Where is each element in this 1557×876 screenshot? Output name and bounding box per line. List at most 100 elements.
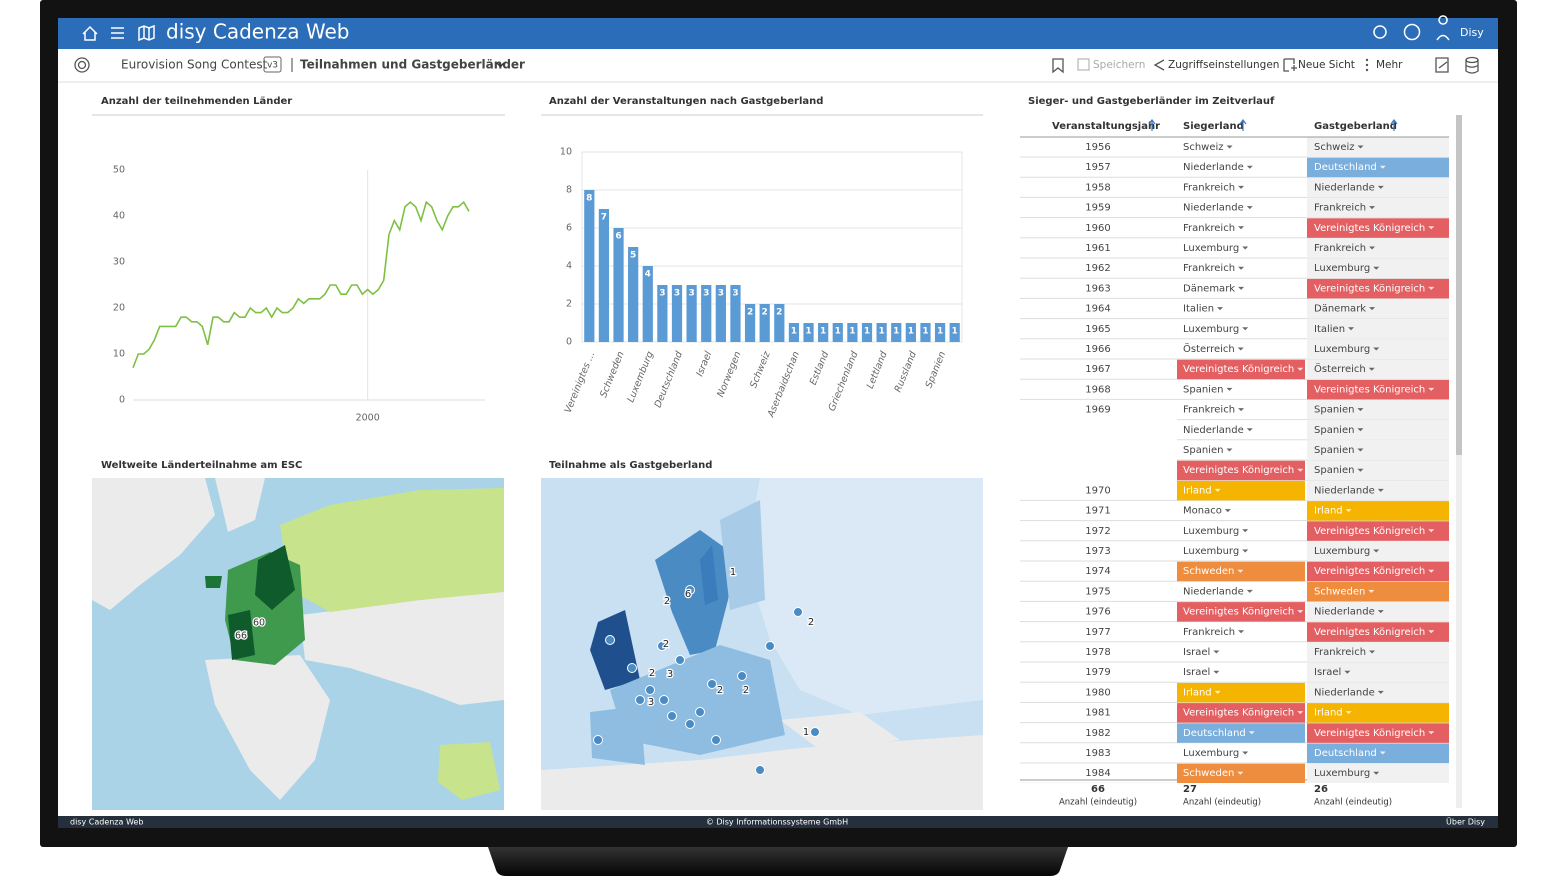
country-cell[interactable]: Vereinigtes Königreich	[1314, 627, 1425, 638]
country-cell[interactable]: Deutschland	[1314, 162, 1377, 173]
bar[interactable]	[803, 323, 814, 342]
column-header[interactable]: Siegerland	[1183, 121, 1244, 132]
bar[interactable]	[818, 323, 829, 342]
action-more[interactable]: Mehr	[1376, 59, 1403, 71]
country-cell[interactable]: Niederlande	[1314, 687, 1375, 698]
country-cell[interactable]: Schweden	[1183, 566, 1234, 577]
footer-left[interactable]: disy Cadenza Web	[70, 818, 143, 827]
dropdown-caret[interactable]	[1345, 711, 1352, 715]
bar[interactable]	[920, 323, 931, 342]
country-cell[interactable]: Vereinigtes Königreich	[1314, 566, 1425, 577]
bar[interactable]	[891, 323, 902, 342]
country-cell[interactable]: Frankreich	[1183, 223, 1235, 234]
dropdown-caret[interactable]	[1238, 630, 1245, 634]
dropdown-caret[interactable]	[1357, 428, 1364, 432]
country-cell[interactable]: Dänemark	[1314, 304, 1366, 315]
country-cell[interactable]: Luxemburg	[1183, 243, 1239, 254]
dropdown-caret[interactable]	[1237, 771, 1244, 775]
dropdown-caret[interactable]	[1213, 670, 1220, 674]
country-cell[interactable]: Luxemburg	[1314, 263, 1370, 274]
user-icon[interactable]	[1436, 15, 1450, 41]
country-cell[interactable]: Italien	[1314, 324, 1345, 335]
country-cell[interactable]: Deutschland	[1314, 748, 1377, 759]
country-cell[interactable]: Spanien	[1314, 465, 1354, 476]
dropdown-caret[interactable]	[1373, 549, 1380, 553]
column-header[interactable]: Gastgeberland	[1314, 121, 1397, 132]
user-name[interactable]: Disy	[1460, 26, 1484, 39]
dropdown-caret[interactable]	[1368, 589, 1375, 593]
country-cell[interactable]: Vereinigtes Königreich	[1183, 607, 1294, 618]
dropdown-caret[interactable]	[1297, 711, 1304, 715]
country-cell[interactable]: Spanien	[1314, 405, 1354, 416]
dropdown-caret[interactable]	[1379, 751, 1386, 755]
sort-icon[interactable]	[1148, 119, 1156, 131]
country-cell[interactable]: Luxemburg	[1314, 546, 1370, 557]
dropdown-caret[interactable]	[1224, 509, 1231, 513]
dropdown-caret[interactable]	[1357, 408, 1364, 412]
country-cell[interactable]: Italien	[1183, 304, 1214, 315]
bar[interactable]	[628, 247, 639, 342]
dropdown-caret[interactable]	[1428, 226, 1435, 230]
country-cell[interactable]: Niederlande	[1183, 586, 1244, 597]
dropdown-caret[interactable]	[1246, 589, 1253, 593]
dropdown-caret[interactable]	[1428, 529, 1435, 533]
bar[interactable]	[598, 209, 610, 342]
bar[interactable]	[715, 285, 726, 342]
scroll-thumb[interactable]	[1456, 115, 1462, 455]
dropdown-caret[interactable]	[1377, 185, 1384, 189]
dropdown-caret[interactable]	[1377, 488, 1384, 492]
dropdown-caret[interactable]	[1238, 266, 1245, 270]
dropdown-caret[interactable]	[1214, 488, 1221, 492]
dropdown-caret[interactable]	[1348, 327, 1355, 331]
dropdown-caret[interactable]	[1246, 165, 1253, 169]
country-cell[interactable]: Schweden	[1183, 768, 1234, 779]
country-cell[interactable]: Israel	[1183, 667, 1210, 678]
action-new-view[interactable]: Neue Sicht	[1298, 59, 1355, 71]
dropdown-caret[interactable]	[1357, 145, 1364, 149]
sort-icon[interactable]	[1390, 119, 1398, 131]
bar[interactable]	[613, 228, 624, 342]
bar[interactable]	[847, 323, 858, 342]
bar[interactable]	[657, 285, 668, 342]
country-cell[interactable]: Monaco	[1183, 506, 1222, 517]
country-cell[interactable]: Frankreich	[1183, 627, 1235, 638]
dropdown-caret[interactable]	[1428, 387, 1435, 391]
dropdown-caret[interactable]	[1297, 367, 1304, 371]
edit-icon[interactable]	[1435, 57, 1449, 73]
country-cell[interactable]: Spanien	[1314, 425, 1354, 436]
dropdown-caret[interactable]	[1238, 185, 1245, 189]
country-cell[interactable]: Spanien	[1314, 445, 1354, 456]
dropdown-caret[interactable]	[1226, 448, 1233, 452]
home-icon[interactable]	[82, 25, 98, 41]
dropdown-caret[interactable]	[1368, 367, 1375, 371]
dropdown-caret[interactable]	[1373, 347, 1380, 351]
new-view-icon[interactable]	[1283, 58, 1297, 72]
bar[interactable]	[759, 304, 770, 342]
country-cell[interactable]: Niederlande	[1183, 162, 1244, 173]
dropdown-caret[interactable]	[1428, 630, 1435, 634]
country-cell[interactable]: Schweden	[1314, 586, 1365, 597]
dropdown-caret[interactable]	[1345, 509, 1352, 513]
map-icon[interactable]	[138, 24, 155, 42]
menu-icon[interactable]	[111, 27, 124, 39]
country-cell[interactable]: Luxemburg	[1183, 748, 1239, 759]
share-icon[interactable]	[1153, 59, 1165, 71]
dropdown-caret[interactable]	[1248, 731, 1255, 735]
country-cell[interactable]: Spanien	[1183, 445, 1223, 456]
bar[interactable]	[730, 285, 741, 342]
dropdown-caret[interactable]	[1357, 468, 1364, 472]
dropdown-caret[interactable]	[1242, 529, 1249, 533]
country-cell[interactable]: Vereinigtes Königreich	[1183, 364, 1294, 375]
dropdown-caret[interactable]	[1213, 650, 1220, 654]
country-cell[interactable]: Vereinigtes Königreich	[1183, 465, 1294, 476]
version[interactable]: v3	[267, 61, 278, 71]
dropdown-caret[interactable]	[1369, 307, 1376, 311]
dropdown-caret[interactable]	[1237, 569, 1244, 573]
country-cell[interactable]: Niederlande	[1314, 485, 1375, 496]
view-title[interactable]: Teilnahmen und Gastgeberländer	[300, 58, 525, 72]
country-cell[interactable]: Vereinigtes Königreich	[1314, 526, 1425, 537]
dropdown-caret[interactable]	[1246, 428, 1253, 432]
bar[interactable]	[686, 285, 697, 342]
dropdown-caret[interactable]	[1297, 468, 1304, 472]
dropdown-caret[interactable]	[1237, 347, 1244, 351]
